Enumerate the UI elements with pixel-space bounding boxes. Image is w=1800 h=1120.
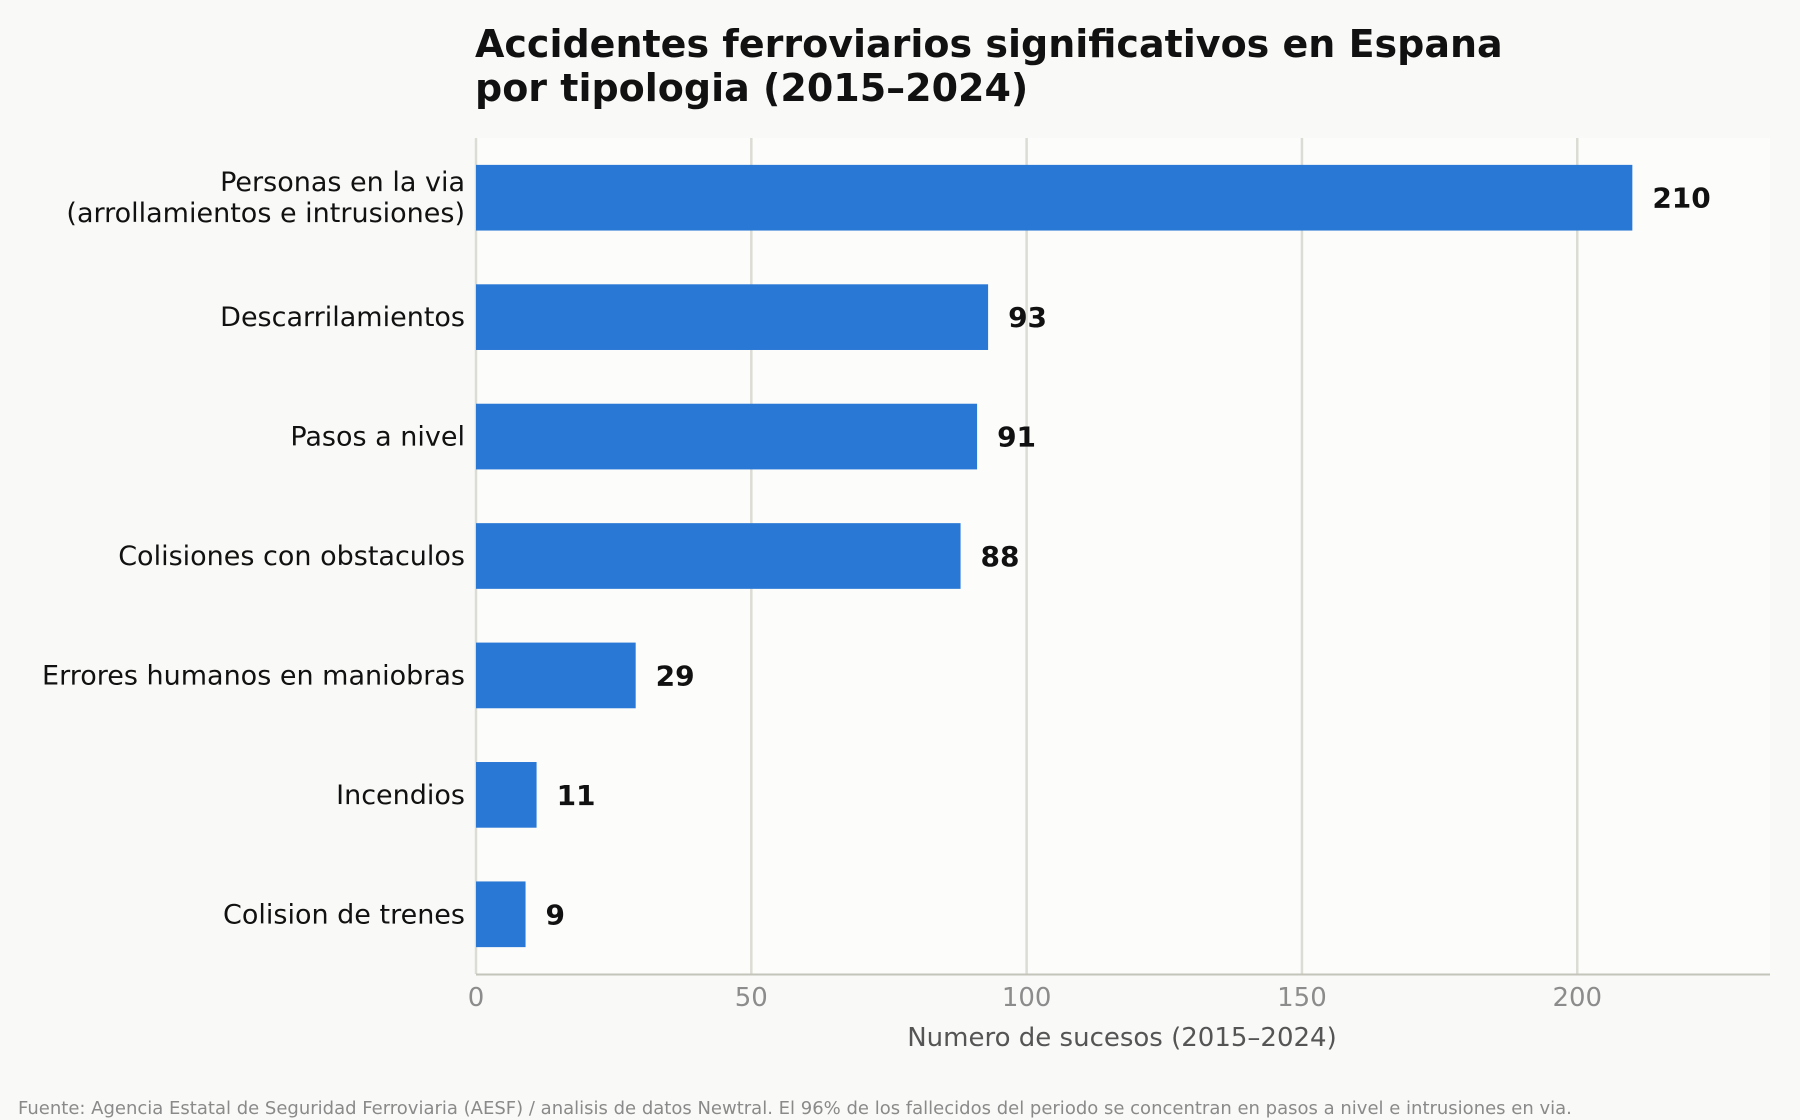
- category-label-line: Incendios: [336, 780, 465, 811]
- category-label-line: Colisiones con obstaculos: [118, 541, 465, 572]
- x-axis-title: Numero de sucesos (2015–2024): [907, 1023, 1337, 1053]
- bar: [476, 762, 537, 828]
- category-label: Pasos a nivel: [290, 422, 465, 453]
- category-label: Personas en la via (arrollamientos e intr…: [66, 167, 465, 229]
- value-label: 93: [1008, 301, 1047, 334]
- category-label-line: Colision de trenes: [223, 899, 465, 930]
- x-tick-label: 50: [735, 983, 768, 1013]
- value-label: 9: [546, 898, 565, 931]
- source-note: Fuente: Agencia Estatal de Seguridad Fer…: [18, 1098, 1572, 1119]
- category-labels: Personas en la via (arrollamientos e intr…: [42, 167, 465, 930]
- chart-title-line-1: Accidentes ferroviarios significativos e…: [475, 22, 1503, 66]
- category-label-line: Personas en la via: [220, 167, 465, 198]
- category-label: Descarrilamientos: [220, 302, 465, 333]
- bar: [476, 523, 961, 589]
- x-tick-label: 0: [468, 983, 485, 1013]
- value-label: 11: [557, 779, 596, 812]
- value-label: 91: [997, 421, 1036, 454]
- category-label-line: Pasos a nivel: [290, 422, 465, 453]
- x-tick-label: 100: [1002, 983, 1052, 1013]
- x-axis-ticks: 0 50 100 150 200: [468, 983, 1602, 1013]
- category-label-line: Errores humanos en maniobras: [42, 660, 465, 691]
- chart-title-line-2: por tipologia (2015–2024): [475, 66, 1029, 110]
- category-label-line: Descarrilamientos: [220, 302, 465, 333]
- value-labels: 210 93 91 88 29 11 9: [546, 182, 1711, 932]
- category-label-line: (arrollamientos e intrusiones): [66, 198, 465, 229]
- bar: [476, 642, 636, 709]
- x-tick-label: 150: [1277, 983, 1327, 1013]
- chart-title: Accidentes ferroviarios significativos e…: [475, 22, 1725, 110]
- grid-lines: [474, 138, 1579, 974]
- category-label: Incendios: [336, 780, 465, 811]
- bars: [476, 164, 1633, 948]
- category-label: Errores humanos en maniobras: [42, 660, 465, 691]
- value-label: 88: [981, 540, 1020, 573]
- category-label: Colision de trenes: [223, 899, 465, 930]
- bar: [476, 403, 978, 470]
- bar: [476, 881, 526, 948]
- category-label: Colisiones con obstaculos: [118, 541, 465, 572]
- value-label: 29: [656, 659, 695, 692]
- bar: [476, 164, 1633, 231]
- value-label: 210: [1652, 182, 1710, 215]
- bar: [476, 284, 989, 350]
- x-tick-label: 200: [1552, 983, 1602, 1013]
